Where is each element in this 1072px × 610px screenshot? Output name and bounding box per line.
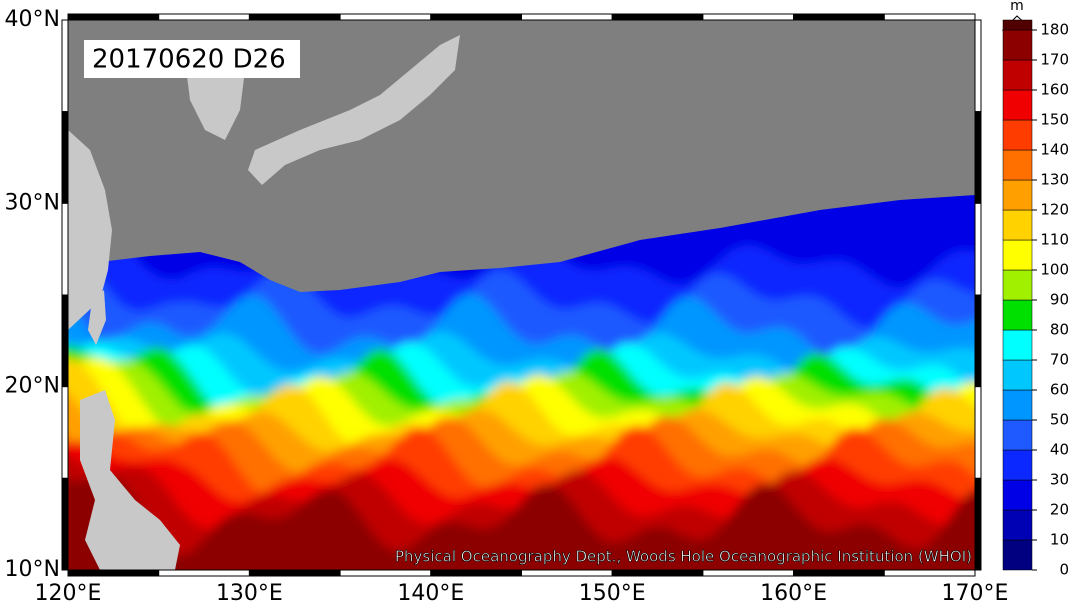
lon-label: 150°E — [579, 581, 646, 606]
colorbar-top — [1002, 19, 1033, 31]
frame-stripe — [61, 202, 69, 296]
frame-stripe — [67, 569, 160, 577]
frame-stripe — [974, 386, 982, 479]
colorbar-label: 60 — [1050, 381, 1069, 399]
land-mask — [68, 20, 975, 292]
frame-stripe — [883, 13, 976, 21]
colorbar-swatch — [1002, 209, 1033, 241]
field-layers — [68, 20, 975, 570]
frame-stripe — [339, 569, 432, 577]
frame-stripe — [521, 13, 613, 21]
ocean-field — [68, 20, 975, 570]
colorbar: 0 10 20 30 40 50 60 70 80 90 100 110 120 130 140 150 160… — [1002, 19, 1069, 579]
frame-stripe — [67, 13, 160, 21]
colorbar-swatch — [1002, 179, 1033, 211]
colorbar-swatch — [1002, 479, 1033, 511]
colorbar-label: 140 — [1040, 141, 1069, 159]
colorbar-swatch — [1002, 359, 1033, 391]
frame-stripe — [248, 13, 341, 21]
colorbar-label: 90 — [1050, 291, 1069, 309]
colorbar-label: 50 — [1050, 411, 1069, 429]
colorbar-swatch — [1002, 269, 1033, 301]
frame-stripe — [793, 569, 885, 577]
lon-label: 130°E — [216, 581, 283, 606]
frame-stripe — [339, 13, 432, 21]
credit: Physical Oceanography Dept., Woods Hole … — [395, 548, 972, 566]
colorbar-swatch — [1002, 419, 1033, 451]
colorbar-label: 80 — [1050, 321, 1069, 339]
colorbar-swatch — [1002, 329, 1033, 361]
colorbar-swatch — [1002, 119, 1033, 151]
frame-stripe — [702, 569, 795, 577]
frame-stripe — [430, 569, 522, 577]
frame-stripe — [974, 19, 982, 113]
colorbar-label: 160 — [1040, 81, 1069, 99]
frame-stripe — [793, 13, 885, 21]
frame-stripe — [974, 294, 982, 388]
colorbar-swatch — [1002, 239, 1033, 271]
colorbar-label: 120 — [1040, 201, 1069, 219]
frame-stripe — [521, 569, 613, 577]
colorbar-label: 40 — [1050, 441, 1069, 459]
colorbar-label: 30 — [1050, 471, 1069, 489]
map-title: 20170620 D26 — [92, 45, 286, 75]
frame-stripe — [974, 477, 982, 571]
colorbar-swatch — [1002, 539, 1033, 571]
lat-label: 20°N — [5, 374, 60, 399]
colorbar-label: 170 — [1040, 51, 1069, 69]
frame-stripe — [883, 569, 976, 577]
frame-ticks — [61, 13, 982, 577]
colorbar-swatch — [1002, 299, 1033, 331]
lon-label: 160°E — [760, 581, 827, 606]
frame-stripe — [61, 477, 69, 571]
colorbar-label: 130 — [1040, 171, 1069, 189]
lat-label: 10°N — [5, 557, 60, 582]
frame-stripe — [61, 386, 69, 479]
colorbar-swatch — [1002, 509, 1033, 541]
frame-stripe — [611, 13, 704, 21]
frame-stripe — [158, 13, 250, 21]
taiwan — [88, 290, 106, 345]
japan — [248, 35, 460, 185]
colorbar-swatch — [1002, 389, 1033, 421]
frame-stripe — [158, 569, 250, 577]
colorbar-label: 0 — [1059, 561, 1069, 579]
colorbar-label: 150 — [1040, 111, 1069, 129]
colorbar-label: 20 — [1050, 501, 1069, 519]
colorbar-swatch — [1002, 29, 1033, 61]
philippines — [80, 390, 180, 570]
field-band — [68, 475, 975, 570]
frame-stripe — [702, 13, 795, 21]
colorbar-swatch — [1002, 149, 1033, 181]
frame-stripe — [61, 19, 69, 113]
colorbar-label: 10 — [1050, 531, 1069, 549]
lat-label: 40°N — [5, 7, 60, 32]
lon-label: 170°E — [942, 581, 1009, 606]
frame-stripe — [61, 111, 69, 204]
frame-stripe — [430, 13, 522, 21]
colorbar-label: 100 — [1040, 261, 1069, 279]
colorbar-label: 180 — [1040, 21, 1069, 39]
colorbar-swatch — [1002, 89, 1033, 121]
frame-stripe — [974, 111, 982, 204]
colorbar-swatch — [1002, 449, 1033, 481]
colorbar-label: 110 — [1040, 231, 1069, 249]
china-coast — [68, 130, 112, 330]
frame-stripe — [974, 202, 982, 296]
lon-label: 120°E — [35, 581, 102, 606]
frame-stripe — [61, 294, 69, 388]
colorbar-swatch — [1002, 59, 1033, 91]
frame-stripe — [248, 569, 341, 577]
colorbar-unit: m — [1010, 0, 1024, 14]
lat-label: 30°N — [5, 190, 60, 215]
title-box — [84, 40, 300, 78]
frame-stripe — [611, 569, 704, 577]
colorbar-label: 70 — [1050, 351, 1069, 369]
lon-label: 140°E — [397, 581, 464, 606]
